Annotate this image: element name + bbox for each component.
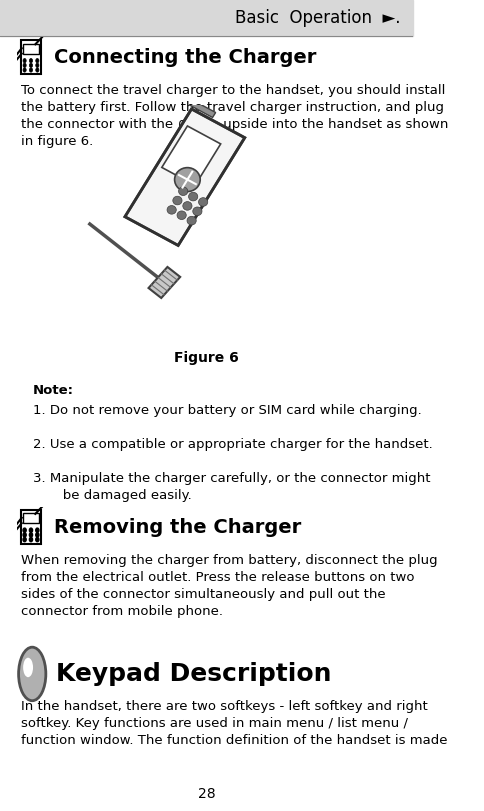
Text: 28: 28 <box>197 787 215 801</box>
Text: To connect the travel charger to the handset, you should install
the battery fir: To connect the travel charger to the han… <box>21 84 448 148</box>
Bar <box>0 0 413 36</box>
Text: Removing the Charger: Removing the Charger <box>54 518 301 538</box>
Circle shape <box>18 647 46 701</box>
Text: In the handset, there are two softkeys - left softkey and right
softkey. Key fun: In the handset, there are two softkeys -… <box>21 700 447 747</box>
Text: Connecting the Charger: Connecting the Charger <box>54 48 316 67</box>
Text: Basic  Operation  ►.: Basic Operation ►. <box>235 9 401 28</box>
Text: 1. Do not remove your battery or SIM card while charging.: 1. Do not remove your battery or SIM car… <box>33 404 422 417</box>
Circle shape <box>23 658 33 677</box>
Text: Figure 6: Figure 6 <box>174 351 239 365</box>
Text: 2. Use a compatible or appropriate charger for the handset.: 2. Use a compatible or appropriate charg… <box>33 438 433 451</box>
Text: Keypad Description: Keypad Description <box>56 662 331 686</box>
Text: Note:: Note: <box>33 384 74 397</box>
Text: 3. Manipulate the charger carefully, or the connector might
       be damaged ea: 3. Manipulate the charger carefully, or … <box>33 472 431 502</box>
Text: When removing the charger from battery, disconnect the plug
from the electrical : When removing the charger from battery, … <box>21 554 437 618</box>
